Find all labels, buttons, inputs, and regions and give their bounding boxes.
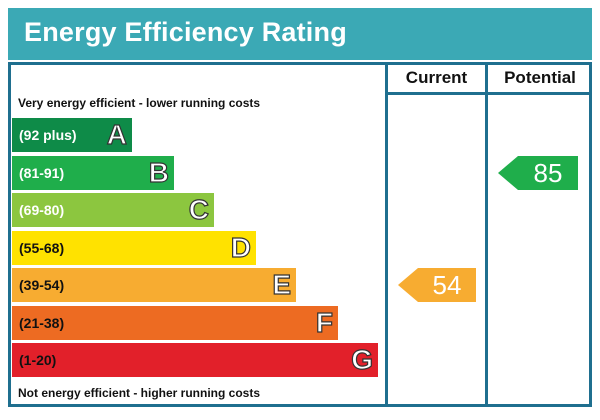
potential-column-header: Potential: [504, 68, 576, 87]
band-c: (69-80) C: [12, 193, 214, 227]
band-letter-f: F: [315, 306, 333, 338]
top-note: Very energy efficient - lower running co…: [18, 96, 261, 110]
band-e: (39-54) E: [12, 268, 296, 302]
band-range-f: (21-38): [19, 315, 65, 331]
band-range-c: (69-80): [19, 202, 65, 218]
band-f: (21-38) F: [12, 306, 338, 340]
band-letter-e: E: [272, 268, 292, 300]
band-d: (55-68) D: [12, 231, 256, 265]
band-letter-c: C: [188, 193, 209, 225]
band-range-g: (1-20): [19, 352, 57, 368]
band-range-a: (92 plus): [19, 127, 77, 143]
title-banner: Energy Efficiency Rating: [8, 8, 592, 60]
column-divider-right: [485, 62, 488, 407]
band-letter-a: A: [106, 118, 127, 150]
band-range-d: (55-68): [19, 240, 65, 256]
rating-frame: [8, 62, 592, 407]
band-letter-b: B: [148, 156, 169, 188]
band-a: (92 plus) A: [12, 118, 132, 152]
band-b: (81-91) B: [12, 156, 174, 190]
column-divider-left: [385, 62, 388, 407]
band-range-b: (81-91): [19, 165, 65, 181]
bottom-note: Not energy efficient - higher running co…: [18, 386, 261, 400]
band-letter-g: G: [351, 343, 374, 375]
band-range-e: (39-54): [19, 277, 65, 293]
current-column-header: Current: [405, 68, 468, 87]
column-header-underline: [385, 92, 592, 95]
band-g: (1-20) G: [12, 343, 378, 377]
page-title: Energy Efficiency Rating: [24, 17, 347, 47]
band-letter-d: D: [230, 231, 251, 263]
